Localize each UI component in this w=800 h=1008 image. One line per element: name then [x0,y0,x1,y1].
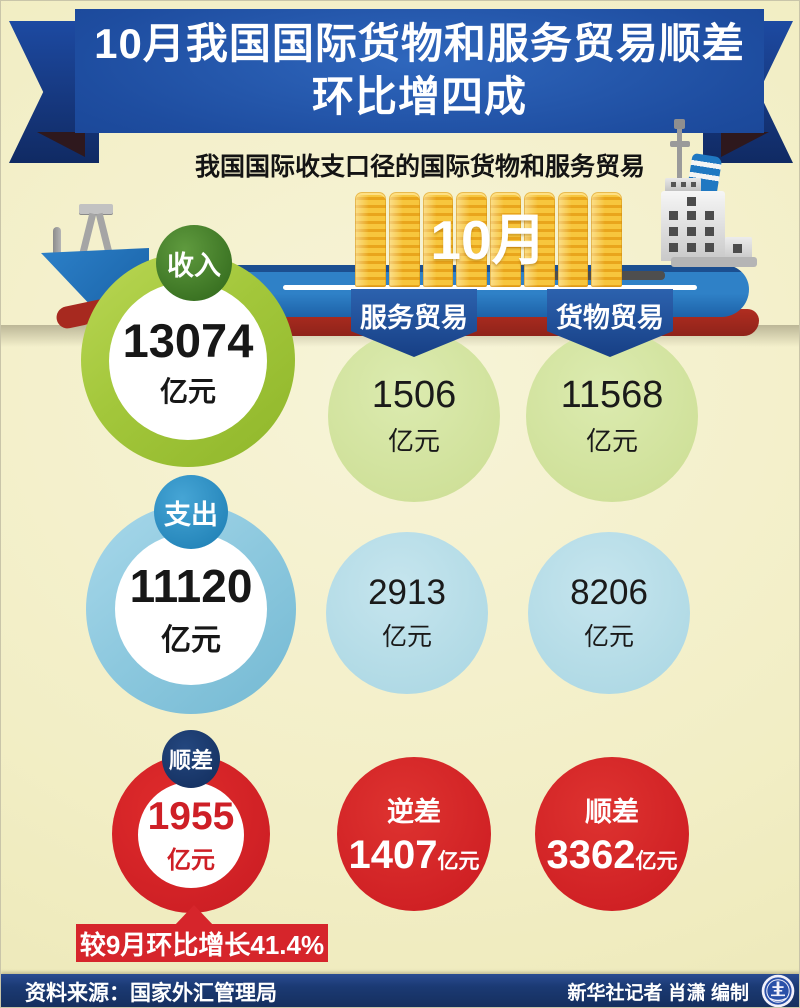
balance-services-label: 逆差 [387,797,441,827]
title-banner: 10月我国国际货物和服务贸易顺差 环比增四成 [75,9,764,133]
footer-bar: 资料来源：国家外汇管理局 新华社记者 肖潇 编制 [1,974,799,1008]
ship-mast-crossbar-icon [670,141,690,147]
income-total-circle: 13074 亿元 [109,282,267,440]
ship-hull-stripe-icon [283,285,697,290]
ship-windows-icon [687,197,696,206]
xinhua-agency-logo-icon [761,974,795,1008]
income-total-unit: 亿元 [159,375,216,407]
coin-stack-icon [591,192,622,287]
balance-services-value: 1407 [348,833,438,877]
ship-crane-cap-icon [79,204,113,214]
coin-stack-icon [422,192,454,287]
expense-goods-unit: 亿元 [583,623,634,651]
ship-superstructure-base-icon [671,257,757,267]
expense-total-circle: 11120 亿元 [115,533,267,685]
coin-stack-icon [523,192,555,287]
coin-cargo-icon [355,192,622,287]
ship-mast-icon [677,129,682,193]
balance-services-unit: 亿元 [437,850,480,873]
income-services-value: 1506 [371,374,457,416]
expense-services-value: 2913 [368,573,446,612]
income-services-circle: 1506 亿元 [328,330,500,502]
ship-bridge-cap-icon [665,178,701,192]
ship-bridge-dots-icon [671,182,676,187]
coin-stack-icon [490,192,521,287]
income-goods-unit: 亿元 [585,426,638,456]
income-row-badge: 收入 [156,225,232,301]
month-badge: 10月 [430,209,547,271]
balance-total-circle: 1955 亿元 [138,782,244,888]
balance-goods-value: 3362 [546,833,636,877]
ship-bow-mast-icon [53,227,61,259]
data-source-label: 资料来源：国家外汇管理局 [25,981,277,1005]
ship-crane-leg-icon [78,212,97,258]
page-title-line2: 环比增四成 [311,73,527,120]
mom-growth-callout: 较9月环比增长41.4% [76,924,328,962]
expense-total-value: 11120 [129,560,253,612]
income-total-value: 13074 [122,313,254,367]
ship-aft-window-icon [733,244,742,253]
income-goods-circle: 11568 亿元 [526,330,698,502]
balance-row-badge: 顺差 [162,730,220,788]
page-title-line1: 10月我国国际货物和服务贸易顺差 [94,20,745,68]
income-goods-value: 11568 [560,374,664,416]
expense-total-unit: 亿元 [161,624,221,657]
coin-stack-icon [456,192,487,287]
balance-total-unit: 亿元 [167,847,215,874]
balance-total-value: 1955 [147,795,235,838]
callout-arrow-icon [174,905,214,926]
income-services-unit: 亿元 [387,426,440,456]
expense-goods-value: 8206 [570,573,648,612]
balance-goods-label: 顺差 [585,797,639,827]
coin-stack-icon [557,192,589,287]
credit-label: 新华社记者 肖潇 编制 [567,983,749,1004]
coin-stack-icon [355,192,386,287]
balance-goods-unit: 亿元 [635,850,678,873]
subtitle: 我国国际收支口径的国际货物和服务贸易 [194,153,645,181]
expense-services-circle: 2913 亿元 [326,532,488,694]
balance-services-circle: 逆差 1407 亿元 [337,757,491,911]
expense-services-unit: 亿元 [381,623,432,651]
ship-antenna-icon [674,119,685,129]
expense-row-badge: 支出 [154,475,228,549]
expense-goods-circle: 8206 亿元 [528,532,690,694]
coin-stack-icon [388,192,420,287]
balance-goods-circle: 顺差 3362 亿元 [535,757,689,911]
